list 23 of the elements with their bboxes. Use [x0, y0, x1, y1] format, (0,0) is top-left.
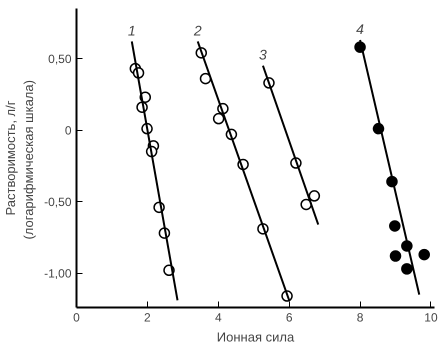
y-tick-label: -0,50	[44, 195, 72, 210]
series-label: 1	[128, 22, 136, 38]
y-axis-title: Растворимость, л/г (логарифмическая шкала)	[3, 80, 36, 240]
point	[390, 250, 402, 262]
x-tick-label: 0	[73, 310, 80, 324]
point	[389, 220, 401, 232]
x-tick-label: 4	[214, 310, 222, 324]
x-tick-label: 2	[144, 310, 152, 324]
y-tick-label: 0,50	[48, 52, 72, 66]
series-label: 4	[356, 20, 364, 37]
point	[200, 72, 212, 84]
y-tick-label: 0	[64, 124, 72, 138]
point	[401, 263, 413, 275]
series-label: 3	[259, 46, 268, 63]
y-tick-label: -1,00	[44, 266, 72, 281]
x-tick-label: 8	[356, 310, 364, 324]
x-axis-title: Ионная сила	[216, 330, 295, 344]
series-label: 2	[192, 22, 202, 38]
x-tick-label: 6	[286, 310, 293, 324]
x-tick-label: 10	[424, 310, 438, 324]
point	[308, 190, 320, 202]
point	[212, 112, 224, 124]
point	[418, 248, 430, 260]
